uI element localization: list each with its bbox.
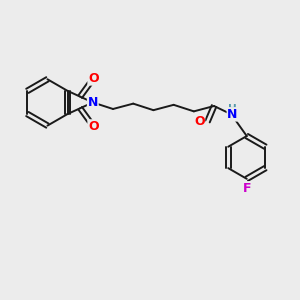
Text: H: H — [228, 104, 237, 114]
Text: N: N — [227, 108, 238, 121]
Text: F: F — [242, 182, 251, 195]
Text: O: O — [88, 120, 99, 133]
Text: O: O — [194, 115, 205, 128]
Text: O: O — [88, 72, 99, 85]
Text: N: N — [88, 96, 98, 109]
